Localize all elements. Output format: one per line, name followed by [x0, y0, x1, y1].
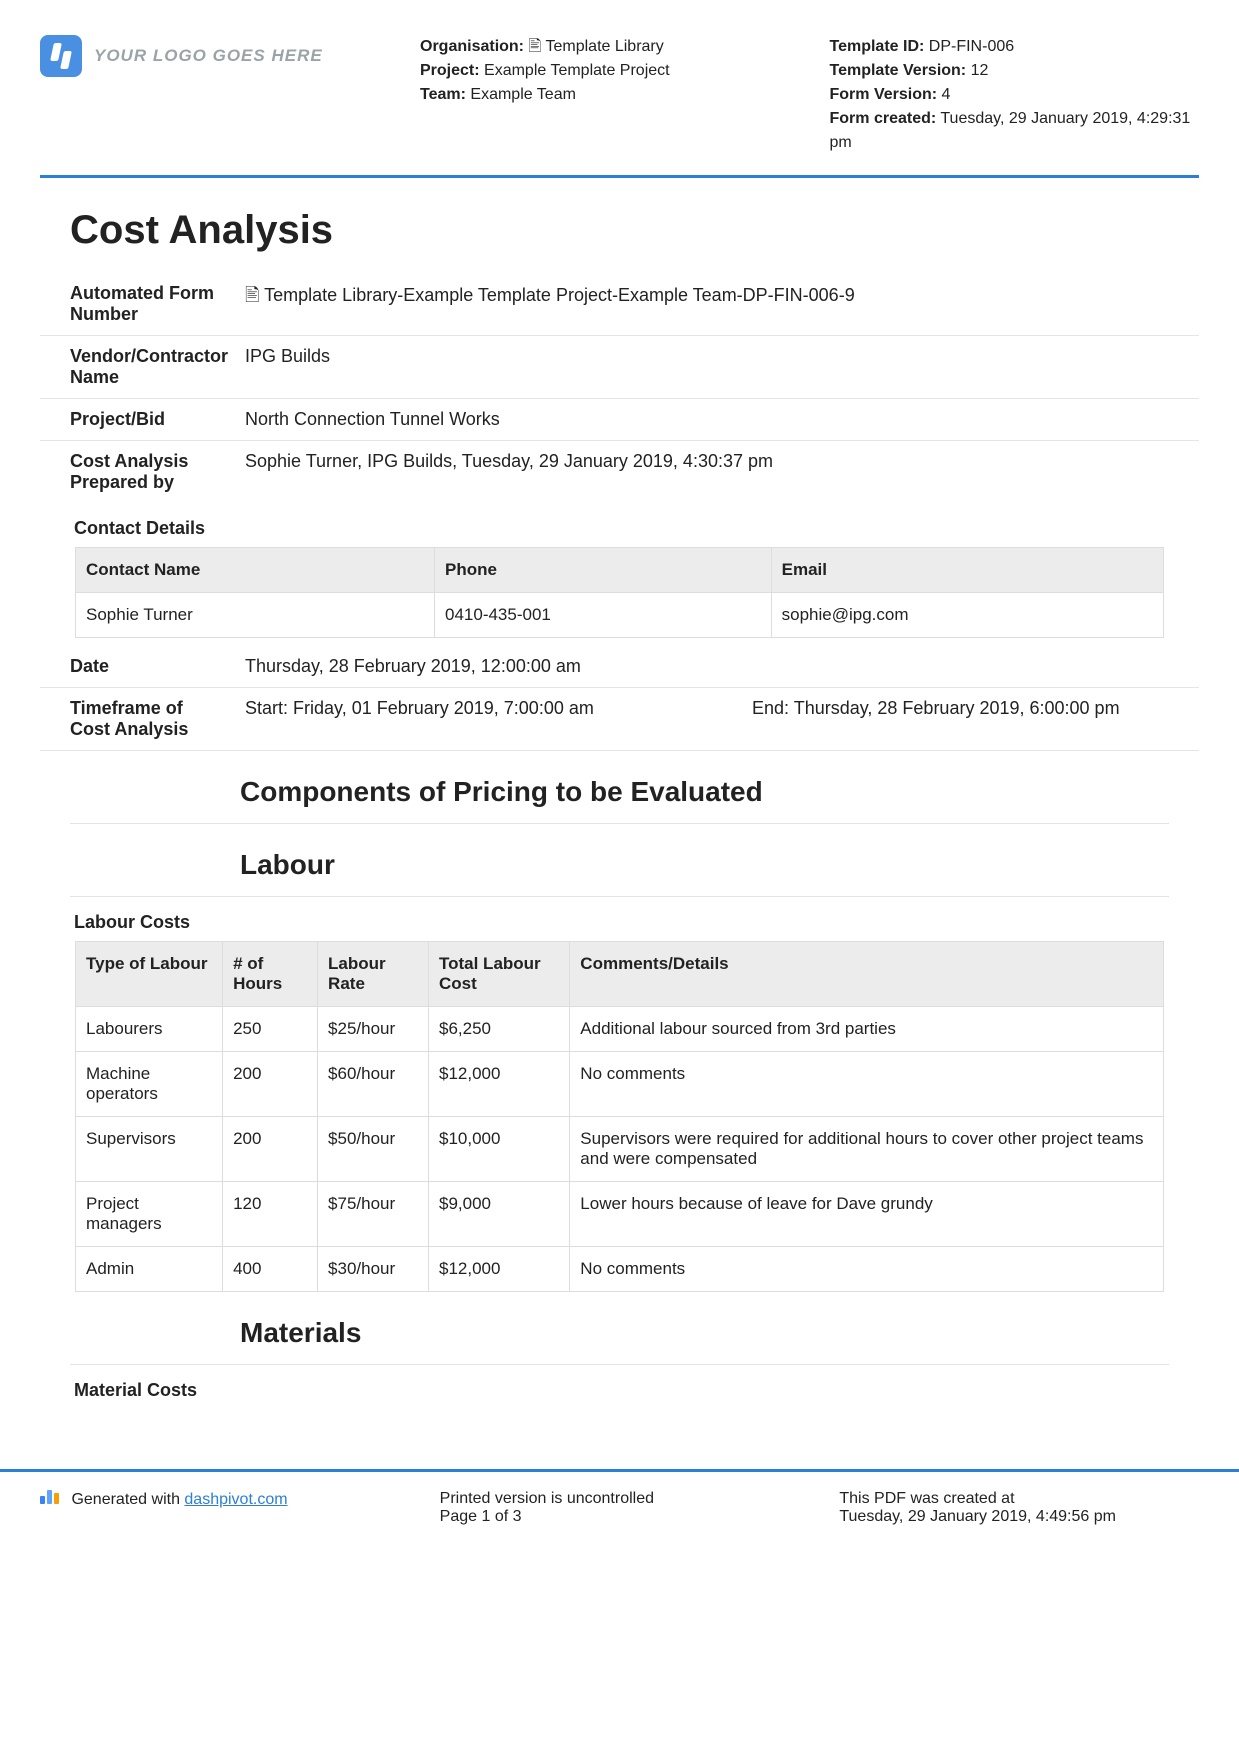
contact-email: sophie@ipg.com: [771, 593, 1163, 638]
table-cell: $12,000: [428, 1247, 569, 1292]
form-version-value: 4: [942, 86, 951, 103]
table-cell: Project managers: [76, 1182, 223, 1247]
template-version-value: 12: [971, 62, 989, 79]
table-cell: $6,250: [428, 1007, 569, 1052]
header-meta-right: Template ID: DP-FIN-006 Template Version…: [830, 35, 1200, 155]
table-cell: No comments: [570, 1052, 1164, 1117]
logo-area: YOUR LOGO GOES HERE: [40, 35, 380, 155]
contact-phone: 0410-435-001: [435, 593, 772, 638]
document-footer: Generated with dashpivot.com Printed ver…: [0, 1469, 1239, 1526]
table-cell: No comments: [570, 1247, 1164, 1292]
lc-col-comments: Comments/Details: [570, 942, 1164, 1007]
labour-heading: Labour: [240, 849, 1199, 881]
table-cell: $10,000: [428, 1117, 569, 1182]
table-cell: 200: [223, 1117, 318, 1182]
table-cell: Supervisors: [76, 1117, 223, 1182]
table-cell: Machine operators: [76, 1052, 223, 1117]
projectbid-value: North Connection Tunnel Works: [245, 409, 1199, 430]
table-cell: Labourers: [76, 1007, 223, 1052]
project-value: Example Template Project: [484, 62, 670, 79]
table-cell: 200: [223, 1052, 318, 1117]
contact-col-name: Contact Name: [76, 548, 435, 593]
lc-col-total: Total Labour Cost: [428, 942, 569, 1007]
table-cell: $12,000: [428, 1052, 569, 1117]
page-number: Page 1 of 3: [440, 1508, 800, 1526]
page-title: Cost Analysis: [70, 208, 1199, 253]
org-label: Organisation:: [420, 38, 524, 55]
template-version-label: Template Version:: [830, 62, 967, 79]
timeframe-label: Timeframe of Cost Analysis: [70, 698, 225, 740]
table-cell: $75/hour: [318, 1182, 429, 1247]
prepby-value: Sophie Turner, IPG Builds, Tuesday, 29 J…: [245, 451, 1199, 493]
header-meta-left: Organisation: 🖹 Template Library Project…: [420, 35, 790, 155]
materials-heading: Materials: [240, 1317, 1199, 1349]
logo-placeholder-text: YOUR LOGO GOES HERE: [94, 35, 323, 77]
table-cell: 120: [223, 1182, 318, 1247]
vendor-label: Vendor/Contractor Name: [70, 346, 225, 388]
table-cell: $30/hour: [318, 1247, 429, 1292]
date-value: Thursday, 28 February 2019, 12:00:00 am: [245, 656, 1199, 677]
logo-icon: [40, 35, 82, 77]
contact-col-email: Email: [771, 548, 1163, 593]
dashpivot-logo-icon: [40, 1490, 59, 1504]
timeframe-start: Start: Friday, 01 February 2019, 7:00:00…: [245, 698, 692, 740]
template-id-label: Template ID:: [830, 38, 925, 55]
table-cell: $60/hour: [318, 1052, 429, 1117]
projectbid-label: Project/Bid: [70, 409, 225, 430]
table-cell: Lower hours because of leave for Dave gr…: [570, 1182, 1164, 1247]
table-row: Machine operators200$60/hour$12,000No co…: [76, 1052, 1164, 1117]
lc-col-rate: Labour Rate: [318, 942, 429, 1007]
components-heading: Components of Pricing to be Evaluated: [240, 776, 1199, 808]
vendor-value: IPG Builds: [245, 346, 1199, 388]
table-row: Sophie Turner 0410-435-001 sophie@ipg.co…: [76, 593, 1164, 638]
org-value: 🖹 Template Library: [528, 38, 663, 55]
prepby-label: Cost Analysis Prepared by: [70, 451, 225, 493]
afn-value: 🖹 Template Library-Example Template Proj…: [245, 283, 1199, 325]
date-label: Date: [70, 656, 225, 677]
timeframe-end: End: Thursday, 28 February 2019, 6:00:00…: [752, 698, 1199, 740]
contact-details-heading: Contact Details: [74, 518, 1199, 539]
table-row: Project managers120$75/hour$9,000Lower h…: [76, 1182, 1164, 1247]
table-row: Supervisors200$50/hour$10,000Supervisors…: [76, 1117, 1164, 1182]
table-cell: 250: [223, 1007, 318, 1052]
table-cell: Supervisors were required for additional…: [570, 1117, 1164, 1182]
lc-col-hours: # of Hours: [223, 942, 318, 1007]
project-label: Project:: [420, 62, 480, 79]
form-version-label: Form Version:: [830, 86, 938, 103]
created-prefix: This PDF was created at: [839, 1490, 1199, 1508]
template-id-value: DP-FIN-006: [929, 38, 1014, 55]
generated-prefix: Generated with: [71, 1491, 184, 1508]
uncontrolled-text: Printed version is uncontrolled: [440, 1490, 800, 1508]
lc-col-type: Type of Labour: [76, 942, 223, 1007]
form-created-label: Form created:: [830, 110, 937, 127]
created-at: Tuesday, 29 January 2019, 4:49:56 pm: [839, 1508, 1199, 1526]
table-cell: Additional labour sourced from 3rd parti…: [570, 1007, 1164, 1052]
contact-name: Sophie Turner: [76, 593, 435, 638]
contact-table: Contact Name Phone Email Sophie Turner 0…: [75, 547, 1164, 638]
table-row: Labourers250$25/hour$6,250Additional lab…: [76, 1007, 1164, 1052]
labour-costs-heading: Labour Costs: [74, 912, 1199, 933]
table-cell: Admin: [76, 1247, 223, 1292]
table-cell: 400: [223, 1247, 318, 1292]
team-label: Team:: [420, 86, 466, 103]
afn-label: Automated Form Number: [70, 283, 225, 325]
labour-costs-table: Type of Labour # of Hours Labour Rate To…: [75, 941, 1164, 1292]
dashpivot-link[interactable]: dashpivot.com: [184, 1491, 287, 1508]
material-costs-heading: Material Costs: [74, 1380, 1199, 1401]
table-cell: $25/hour: [318, 1007, 429, 1052]
team-value: Example Team: [470, 86, 576, 103]
table-cell: $9,000: [428, 1182, 569, 1247]
table-cell: $50/hour: [318, 1117, 429, 1182]
contact-col-phone: Phone: [435, 548, 772, 593]
table-row: Admin400$30/hour$12,000No comments: [76, 1247, 1164, 1292]
document-header: YOUR LOGO GOES HERE Organisation: 🖹 Temp…: [40, 35, 1199, 178]
